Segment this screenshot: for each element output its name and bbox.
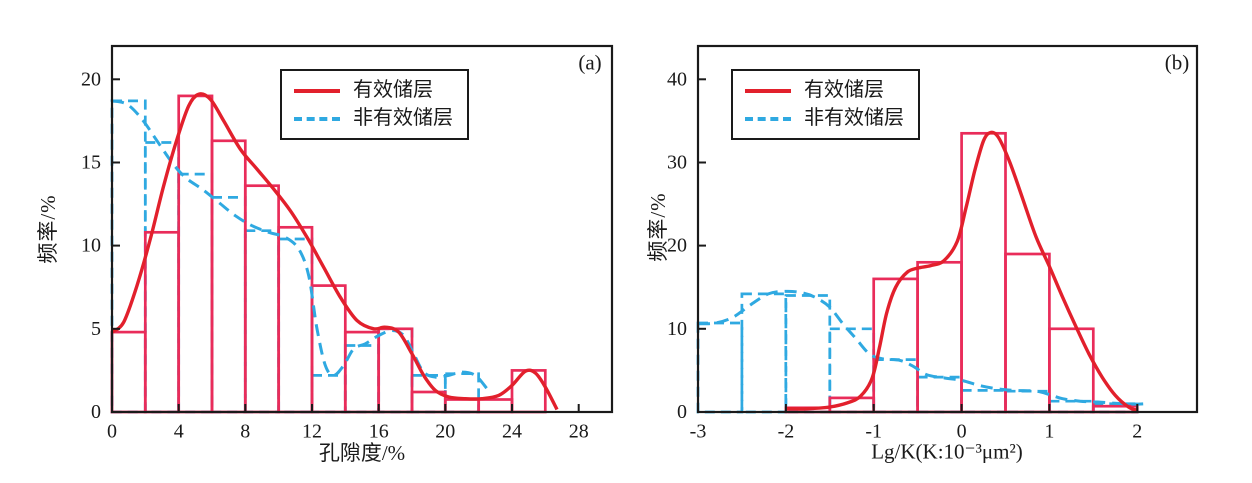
x-axis-label-a: 孔隙度/% [318,441,406,465]
histogram-bar-effective [1048,327,1095,414]
histogram-bar-non-effective [243,229,280,414]
histogram-bar-non-effective [872,358,919,414]
x-tick-label: -1 [865,421,882,443]
legend-item-non-effective: 非有效储层 [745,107,904,130]
density-curve-non-effective [111,99,489,390]
histogram-bar-effective [916,260,963,414]
x-tick-label: 2 [1132,421,1142,443]
density-curve-effective [110,92,559,411]
histogram-bar-effective [277,225,314,414]
legend-label-non-effective: 非有效储层 [353,107,453,129]
effective-line-sample [745,88,791,93]
legend-item-non-effective: 非有效储层 [294,107,453,130]
x-tick-label: 12 [302,421,322,443]
non-effective-line-sample [294,116,340,121]
y-tick-label: 20 [81,68,101,90]
histogram-bar-effective [443,398,480,414]
histogram-bar-effective [143,230,180,414]
histogram-bar-non-effective [210,196,247,414]
x-tick-label: 20 [435,421,455,443]
y-tick-label: 15 [81,152,101,174]
y-tick-label: 20 [667,235,687,257]
histogram-bar-non-effective [1048,399,1095,414]
panel-label-b: (b) [1164,50,1190,75]
non-effective-line-sample [745,116,791,121]
effective-line-sample [294,88,340,93]
x-tick-label: 0 [957,421,967,443]
y-tick-label: 0 [677,401,687,423]
histogram-bar-effective [1004,252,1051,414]
x-tick-label: 16 [369,421,389,443]
y-tick-label: 0 [91,401,101,423]
histogram-bar-non-effective [143,141,180,414]
x-tick-label: 4 [174,421,184,443]
y-tick-label: 5 [91,318,101,340]
histogram-bar-non-effective [696,321,744,414]
histogram-bar-non-effective [740,292,788,414]
histogram-bar-non-effective [110,99,147,414]
histogram-bar-non-effective [310,374,347,414]
y-axis-label-a: 频率/% [36,194,60,264]
plot-border [696,44,1199,414]
x-tick-label: 1 [1044,421,1054,443]
legend-b: 有效储层 非有效储层 [731,69,920,140]
histogram-bar-non-effective [177,172,214,414]
histogram-bar-non-effective [277,237,314,414]
histogram-bar-effective [477,398,514,414]
panel-label-a: (a) [578,50,602,75]
legend-item-effective: 有效储层 [745,79,904,102]
legend-label-effective: 有效储层 [804,79,884,101]
y-tick-label: 10 [81,235,101,257]
histogram-bar-effective [310,284,347,414]
histogram-bar-effective [110,330,147,414]
histogram-bar-effective [960,131,1007,414]
x-axis-label-b: Lg/K(K:10⁻³μm²) [871,439,1023,464]
histogram-bar-non-effective [960,389,1007,414]
legend-label-non-effective: 非有效储层 [804,107,904,129]
histogram-bar-non-effective [784,294,832,414]
x-tick-label: -3 [690,421,707,443]
x-tick-label: 24 [502,421,522,443]
density-curve-non-effective [697,289,1147,406]
histogram-bar-non-effective [443,372,480,414]
histogram-bar-effective [243,184,280,414]
y-axis-label-b: 频率/% [646,192,670,262]
y-tick-label: 10 [667,318,687,340]
y-tick-label: 30 [667,152,687,174]
density-curve-effective [785,130,1138,412]
histogram-bar-effective [177,94,214,414]
legend-item-effective: 有效储层 [294,79,453,102]
histogram-bar-non-effective [1004,389,1051,414]
histogram-bar-non-effective [916,375,963,414]
histogram-bar-effective [210,139,247,414]
x-tick-label: 0 [107,421,117,443]
legend-a: 有效储层 非有效储层 [280,69,469,140]
y-tick-label: 40 [667,68,687,90]
x-tick-label: -2 [778,421,795,443]
plot-border [110,44,614,414]
x-tick-label: 28 [569,421,589,443]
x-tick-label: 8 [240,421,250,443]
legend-label-effective: 有效储层 [353,79,433,101]
